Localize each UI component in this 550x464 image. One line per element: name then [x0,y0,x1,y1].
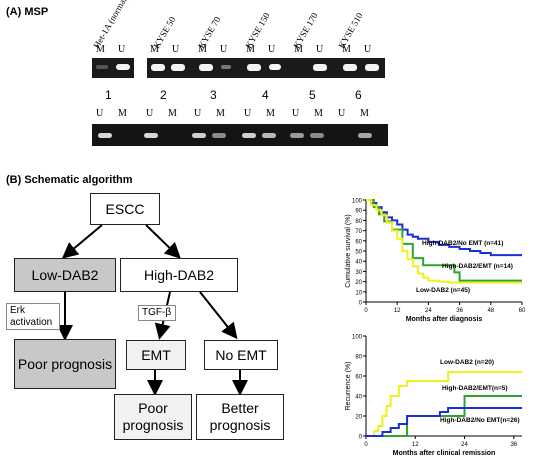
patient-number: 4 [262,88,269,102]
y-tick-label: 70 [355,229,362,235]
u-label: U [268,44,276,55]
label-tgf-beta: TGF-β [138,305,176,321]
node-emt: EMT [126,340,186,370]
y-tick-label: 0 [359,301,363,307]
x-tick-label: 12 [412,442,419,448]
patient-number: 2 [160,88,167,102]
x-tick-label: 12 [394,308,401,314]
x-axis-label: Months after diagnosis [406,316,483,323]
patient-number: 6 [355,88,362,102]
m-label: M [216,108,225,119]
node-poor-prognosis-emt: Poor prognosis [114,394,192,440]
series-label: High-DAB2/EMT(n=5) [442,385,508,392]
node-poor-prognosis-low: Poor prognosis [14,339,116,389]
y-tick-label: 100 [352,335,363,341]
y-tick-label: 80 [355,219,362,225]
gel-het1a [92,58,134,78]
node-low-dab2: Low-DAB2 [14,258,116,292]
m-label: M [314,108,323,119]
y-tick-label: 20 [355,415,362,421]
u-label: U [96,108,104,119]
series-label: Low-DAB2 (n=20) [440,359,494,366]
y-tick-label: 40 [355,395,362,401]
x-tick-label: 24 [461,442,468,448]
patient-number: 1 [105,88,112,102]
series-label: High-DAB2/No EMT (n=41) [422,240,503,247]
m-label: M [360,108,369,119]
x-tick-label: 48 [487,308,494,314]
x-axis-label: Months after clinical remission [393,450,496,457]
gel-patients [92,124,388,146]
y-tick-label: 90 [355,209,362,215]
u-label: U [194,108,202,119]
m-label: M [96,44,105,55]
u-label: U [172,44,180,55]
x-tick-label: 60 [519,308,526,314]
series-line [366,371,522,437]
msp-title: (A) MSP [6,6,49,18]
series-label: High-DAB2/No EMT(n=26) [440,417,520,424]
m-label: M [150,44,159,55]
x-tick-label: 24 [425,308,432,314]
u-label: U [146,108,154,119]
y-tick-label: 100 [352,199,363,205]
label-erk-activation: Erk activation [6,303,60,330]
m-label: M [342,44,351,55]
m-label: M [198,44,207,55]
m-label: M [294,44,303,55]
y-tick-label: 50 [355,250,362,256]
x-tick-label: 0 [364,442,368,448]
node-no-emt: No EMT [204,340,278,370]
m-label: M [118,108,127,119]
u-label: U [364,44,372,55]
y-tick-label: 20 [355,280,362,286]
y-tick-label: 40 [355,260,362,266]
y-tick-label: 60 [355,239,362,245]
series-line [366,407,522,437]
y-tick-label: 30 [355,270,362,276]
x-tick-label: 0 [364,308,368,314]
patient-number: 5 [309,88,316,102]
y-tick-label: 60 [355,375,362,381]
y-tick-label: 10 [355,290,362,296]
gel-kyse [147,58,385,78]
node-better-prognosis: Better prognosis [196,394,284,440]
y-axis-label: Cumulative survival (%) [345,214,352,288]
u-label: U [316,44,324,55]
node-escc: ESCC [90,193,160,225]
m-label: M [168,108,177,119]
x-tick-label: 36 [456,308,463,314]
m-label: M [266,108,275,119]
m-label: M [246,44,255,55]
patient-number: 3 [210,88,217,102]
node-high-dab2: High-DAB2 [120,258,238,292]
x-tick-label: 36 [510,442,517,448]
series-label: High-DAB2/EMT (n=14) [442,263,513,270]
recurrence-chart: 0 20 40 60 80 100 0 12 24 36 Months after clinical… [345,335,522,457]
u-label: U [244,108,252,119]
series-line [366,395,522,437]
survival-chart: 0 10 20 30 40 50 60 70 80 90 100 0 12 24 36 48 60 Months … [345,199,526,324]
y-axis-label: Recurrence (%) [345,361,352,410]
y-tick-label: 0 [359,435,363,441]
series-line [366,199,522,284]
u-label: U [292,108,300,119]
y-tick-label: 80 [355,355,362,361]
u-label: U [220,44,228,55]
u-label: U [338,108,346,119]
u-label: U [118,44,126,55]
series-label: Low-DAB2 (n=45) [416,287,470,294]
schematic-title: (B) Schematic algorithm [6,174,133,186]
